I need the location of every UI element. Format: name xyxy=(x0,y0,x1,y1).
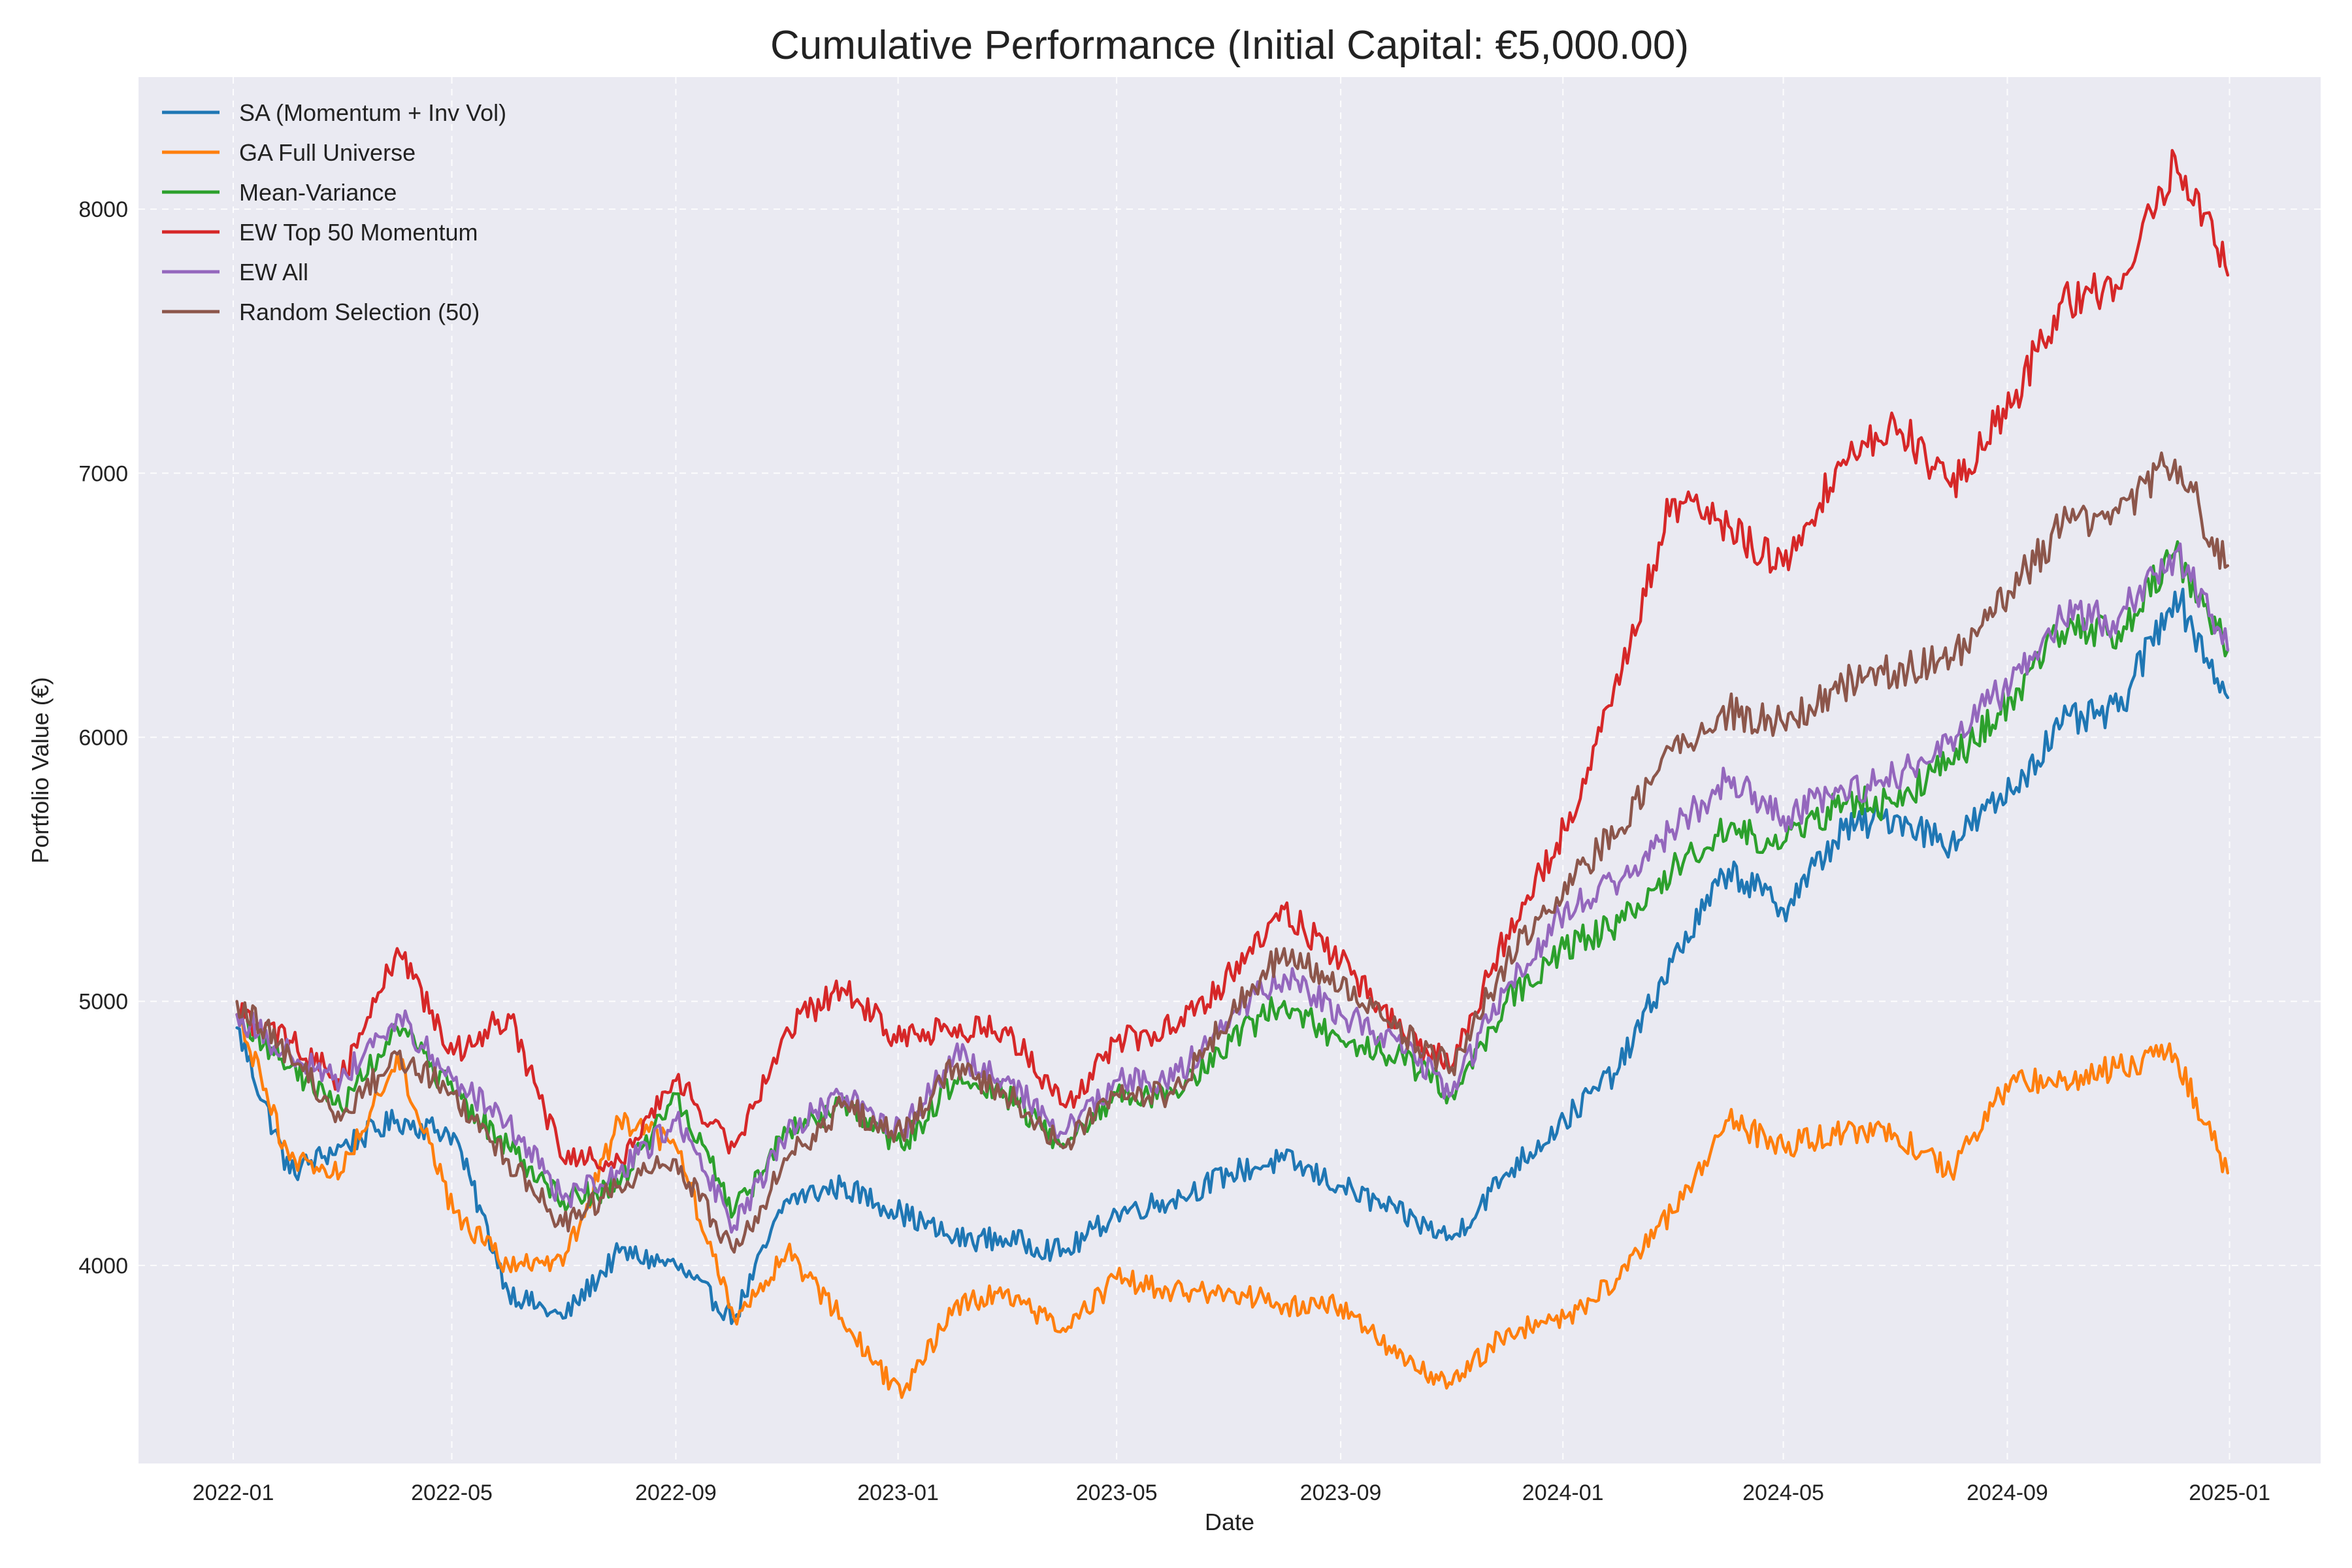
legend-label: EW All xyxy=(239,259,308,286)
x-axis-label: Date xyxy=(1205,1509,1254,1535)
legend-label: Random Selection (50) xyxy=(239,299,480,325)
x-tick-label: 2024-01 xyxy=(1522,1480,1604,1505)
x-tick-label: 2022-09 xyxy=(635,1480,717,1505)
x-tick-label: 2025-01 xyxy=(2189,1480,2270,1505)
y-tick-labels: 4000 5000 6000 7000 8000 xyxy=(78,197,128,1279)
legend: SA (Momentum + Inv Vol) GA Full Universe M… xyxy=(162,99,506,325)
y-tick-label: 7000 xyxy=(78,461,128,486)
x-tick-label: 2023-05 xyxy=(1076,1480,1158,1505)
legend-label: EW Top 50 Momentum xyxy=(239,219,478,246)
plot-background xyxy=(139,77,2321,1463)
y-tick-label: 6000 xyxy=(78,725,128,750)
x-tick-label: 2023-09 xyxy=(1300,1480,1382,1505)
y-axis-label: Portfolio Value (€) xyxy=(27,677,54,863)
x-tick-label: 2022-01 xyxy=(193,1480,274,1505)
y-tick-label: 8000 xyxy=(78,197,128,222)
series-line-2 xyxy=(235,1013,2230,1399)
legend-label: SA (Momentum + Inv Vol) xyxy=(239,99,506,126)
x-tick-labels: 2022-01 2022-05 2022-09 2023-01 2023-05 2023-… xyxy=(193,1480,2270,1505)
x-tick-label: 2023-01 xyxy=(857,1480,939,1505)
series-lines xyxy=(235,148,2230,1399)
y-tick-label: 5000 xyxy=(78,990,128,1015)
grid-lines xyxy=(139,77,2321,1463)
series-line-1 xyxy=(235,587,2230,1326)
x-tick-label: 2024-05 xyxy=(1742,1480,1824,1505)
chart-title: Cumulative Performance (Initial Capital:… xyxy=(770,23,1689,68)
series-line-6 xyxy=(235,451,2230,1254)
x-tick-label: 2024-09 xyxy=(1967,1480,2048,1505)
x-tick-label: 2022-05 xyxy=(411,1480,493,1505)
y-tick-label: 4000 xyxy=(78,1254,128,1279)
legend-label: Mean-Variance xyxy=(239,179,397,206)
legend-label: GA Full Universe xyxy=(239,139,416,166)
series-line-4 xyxy=(235,148,2230,1173)
